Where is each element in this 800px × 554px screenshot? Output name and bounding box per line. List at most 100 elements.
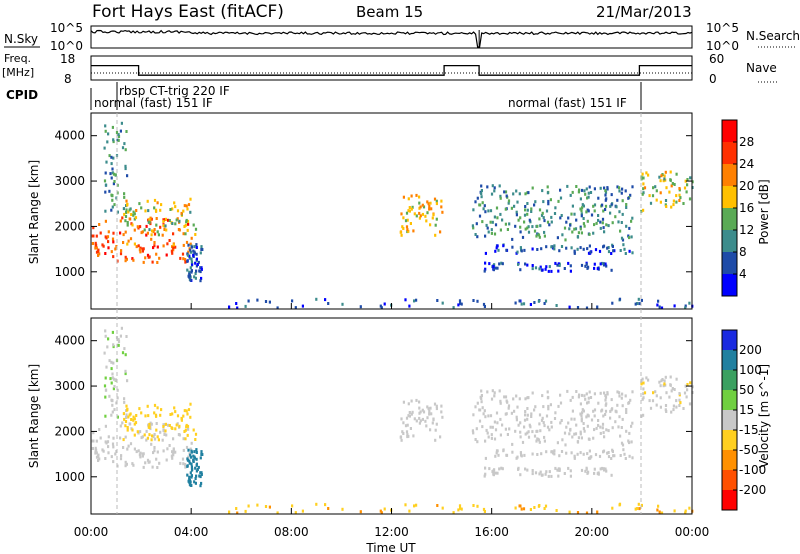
velocity-cell-532 (498, 389, 501, 393)
velocity-cell-26 (107, 435, 110, 439)
velocity-cell-700 (620, 426, 623, 429)
power-cell-256 (186, 207, 189, 211)
velocity-cell-770 (675, 405, 678, 409)
power-cell-559 (539, 224, 542, 228)
velocity-cell-473 (534, 471, 538, 475)
velocity-cell-364 (409, 427, 412, 430)
velocity-cell-616 (472, 413, 475, 417)
power-cell-685 (604, 208, 607, 211)
power-cell-572 (565, 220, 568, 224)
velocity-cell-336 (402, 400, 405, 404)
velocity-cell-61 (153, 433, 156, 436)
power-cell-639 (610, 203, 613, 207)
power-cell-59 (182, 232, 185, 236)
velocity-cell-74 (177, 433, 180, 436)
velocity-cell-136 (111, 372, 114, 376)
nsearch-tick-top: 10^5 (706, 21, 739, 35)
velocity-cell-178 (126, 379, 129, 383)
velocity-cell-515 (472, 431, 475, 435)
power-cell-586 (571, 204, 574, 208)
velocity-cell-277 (190, 462, 193, 466)
velocity-cell-795 (678, 404, 681, 407)
power-cell-138 (111, 171, 114, 175)
velocity-cell-714 (489, 425, 492, 429)
power-cell-765 (585, 210, 588, 214)
velocity-cell-426 (623, 452, 626, 456)
velocity-cell-753 (541, 394, 544, 398)
velocity-cell-219 (183, 430, 186, 433)
nave-label: Nave (746, 61, 777, 75)
velocity-cell-23 (119, 457, 123, 461)
power-cell-853 (514, 301, 517, 305)
power-cell-330 (193, 245, 196, 249)
velocity-cell-785 (670, 389, 673, 393)
velocity-cell-357 (435, 422, 438, 426)
velocity-cell-414 (565, 451, 568, 455)
power-cell-550 (530, 207, 533, 211)
power-cell-569 (579, 207, 582, 211)
power-cell-210 (150, 233, 153, 237)
velocity-cell-63 (146, 458, 150, 462)
velocity-cell-522 (582, 427, 585, 431)
power-cell-429 (540, 247, 543, 251)
power-cell-110 (142, 260, 145, 264)
power-cell-873 (247, 299, 250, 303)
velocity-cell-543 (630, 440, 633, 444)
velocity-cell-828 (669, 375, 672, 379)
power-cell-400 (622, 243, 625, 247)
velocity-cell-386 (429, 406, 432, 410)
power-cell-78 (156, 245, 159, 249)
power-cell-374 (428, 207, 431, 211)
velocity-cell-717 (604, 394, 607, 398)
velocity-cell-154 (112, 361, 115, 365)
power-cell-284 (190, 245, 193, 249)
velocity-cell-619 (474, 438, 477, 441)
velocity-cell-747 (545, 414, 549, 418)
power-cell-828 (669, 170, 672, 174)
velocity-cell-62 (145, 429, 148, 433)
power-cell-235 (136, 225, 139, 229)
velocity-cell-469 (556, 468, 559, 472)
velocity-cell-718 (493, 437, 497, 441)
velocity-cell-537 (547, 407, 550, 411)
velocity-cell-314 (200, 473, 203, 476)
velocity-cell-702 (618, 415, 621, 419)
velocity-cell-783 (689, 381, 692, 385)
velocity-cell-524 (523, 425, 526, 429)
power-cell-480 (558, 264, 561, 267)
velocity-cell-889 (404, 503, 407, 507)
velocity-cell-425 (516, 455, 519, 459)
power-cell-396 (553, 247, 556, 251)
velocity-cell-531 (575, 390, 578, 393)
velocity-cell-608 (610, 398, 613, 402)
power-cell-416 (628, 249, 631, 253)
velocity-cell-246 (140, 411, 143, 415)
power-cell-52 (122, 241, 125, 244)
velocity-cell-819 (669, 383, 672, 387)
velocity-cell-145 (117, 340, 121, 343)
power-cell-493 (544, 267, 547, 271)
power-cell-188 (124, 164, 127, 168)
power-cell-732 (601, 221, 604, 225)
power-cell-383 (421, 212, 424, 216)
velocity-cell-768 (524, 432, 527, 436)
power-cell-434 (602, 245, 605, 249)
power-cell-478 (500, 261, 503, 265)
velocity-cell-181 (110, 413, 113, 417)
velocity-cell-665 (489, 414, 493, 418)
power-cell-371 (419, 205, 422, 209)
velocity-cell-347 (412, 434, 415, 438)
power-cell-189 (123, 142, 126, 146)
power-cell-534 (512, 192, 515, 196)
power-cell-635 (580, 209, 583, 213)
power-cell-510 (484, 261, 487, 265)
velocity-cell-295 (192, 454, 195, 458)
power-cell-787 (682, 202, 685, 205)
velocity-cell-43 (131, 462, 134, 466)
power-cell-761 (580, 231, 583, 235)
power-cell-481 (584, 264, 587, 268)
power-cell-482 (484, 267, 487, 271)
power-cell-555 (597, 196, 600, 200)
power-cell-246 (140, 206, 143, 210)
velocity-cell-247 (174, 410, 177, 414)
